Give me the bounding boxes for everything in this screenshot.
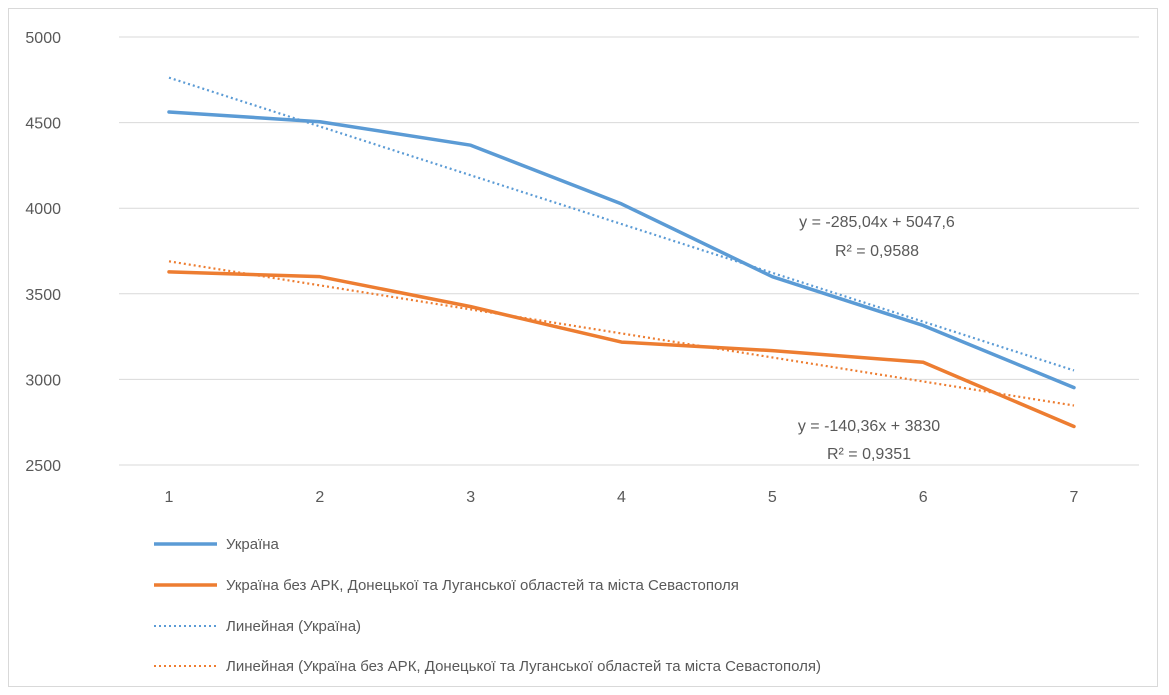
y-tick-label-3000: 3000 <box>25 372 61 389</box>
trendline-0 <box>168 76 1075 372</box>
trendline-r2-ukraine-excl: R² = 0,9351 <box>827 446 911 463</box>
x-tick-label-4: 4 <box>617 489 626 506</box>
trendline-equation-ukraine-excl: y = -140,36x + 3830 <box>798 418 940 435</box>
trendlines <box>168 76 1075 407</box>
series-line-0 <box>167 110 1076 390</box>
x-tick-label-1: 1 <box>165 489 174 506</box>
x-tick-label-3: 3 <box>466 489 475 506</box>
trendline-r2-ukraine: R² = 0,9588 <box>835 243 919 260</box>
legend: Україна Україна без АРК, Донецької та Лу… <box>154 536 821 675</box>
x-tick-label-5: 5 <box>768 489 777 506</box>
trendline-equations: y = -285,04x + 5047,6 R² = 0,9588 y = -1… <box>798 214 955 463</box>
x-axis-ticks: 1 2 3 4 5 6 7 <box>165 489 1079 506</box>
legend-label-trend-ukraine-excl: Линейная (Україна без АРК, Донецької та … <box>226 658 821 675</box>
y-axis-ticks: 2500 3000 3500 4000 4500 5000 <box>25 30 61 475</box>
y-tick-label-4000: 4000 <box>25 201 61 218</box>
y-tick-label-5000: 5000 <box>25 30 61 47</box>
series-line-1 <box>167 270 1076 429</box>
gridlines <box>119 36 1139 466</box>
series-lines <box>167 110 1076 429</box>
legend-label-ukraine-excl: Україна без АРК, Донецької та Луганської… <box>226 577 739 594</box>
x-tick-label-6: 6 <box>919 489 928 506</box>
y-tick-label-4500: 4500 <box>25 116 61 133</box>
y-tick-label-2500: 2500 <box>25 458 61 475</box>
legend-label-trend-ukraine: Линейная (Україна) <box>226 618 361 635</box>
chart-area: 2500 3000 3500 4000 4500 5000 1 2 3 4 5 6 7 y = -28… <box>8 8 1158 687</box>
x-tick-label-2: 2 <box>315 489 324 506</box>
trendline-equation-ukraine: y = -285,04x + 5047,6 <box>799 214 955 231</box>
y-tick-label-3500: 3500 <box>25 287 61 304</box>
x-tick-label-7: 7 <box>1070 489 1079 506</box>
line-chart: 2500 3000 3500 4000 4500 5000 1 2 3 4 5 6 7 y = -28… <box>25 30 1139 675</box>
legend-label-ukraine: Україна <box>226 536 280 553</box>
